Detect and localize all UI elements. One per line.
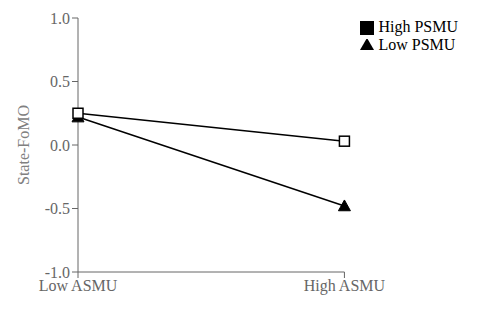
svg-text:Low ASMU: Low ASMU [38,277,118,295]
svg-text:State-FoMO: State-FoMO [15,105,32,185]
svg-text:1.0: 1.0 [50,10,70,27]
svg-text:-1.0: -1.0 [45,264,70,281]
svg-text:-0.5: -0.5 [45,200,70,217]
html-text:High PSMU: High PSMU [378,18,458,35]
html-text:Low PSMU: Low PSMU [378,36,456,53]
svg-text:0.5: 0.5 [50,73,70,90]
svg-text:0.0: 0.0 [50,137,70,154]
svg-text:High ASMU: High ASMU [304,277,386,295]
